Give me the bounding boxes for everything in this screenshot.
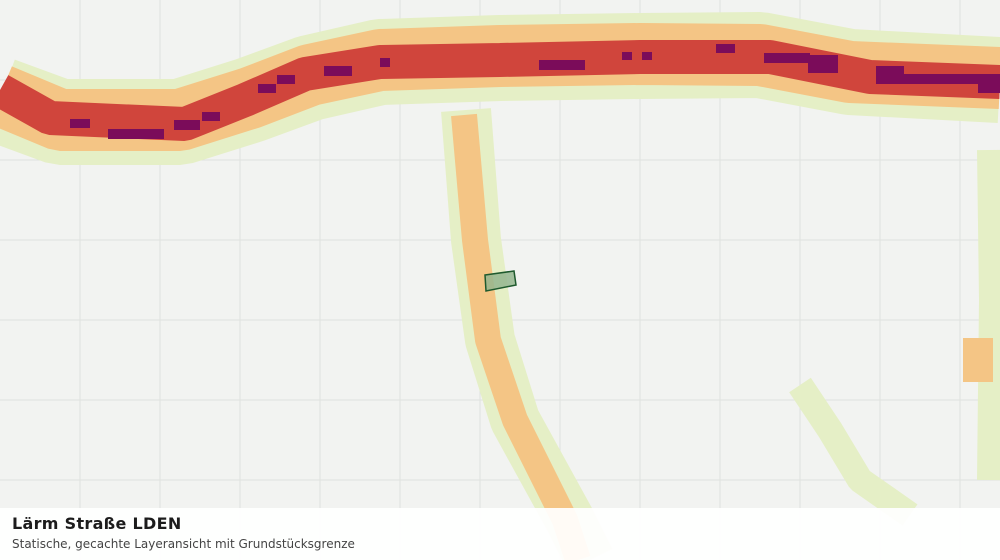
noise-hotspots (70, 44, 1000, 139)
layer-title: Lärm Straße LDEN (12, 514, 182, 533)
layer-subtitle: Statische, gecachte Layeransicht mit Gru… (12, 537, 355, 551)
parcel-boundary (484, 270, 517, 292)
caption-panel: Lärm Straße LDEN Statische, gecachte Lay… (0, 508, 1000, 560)
